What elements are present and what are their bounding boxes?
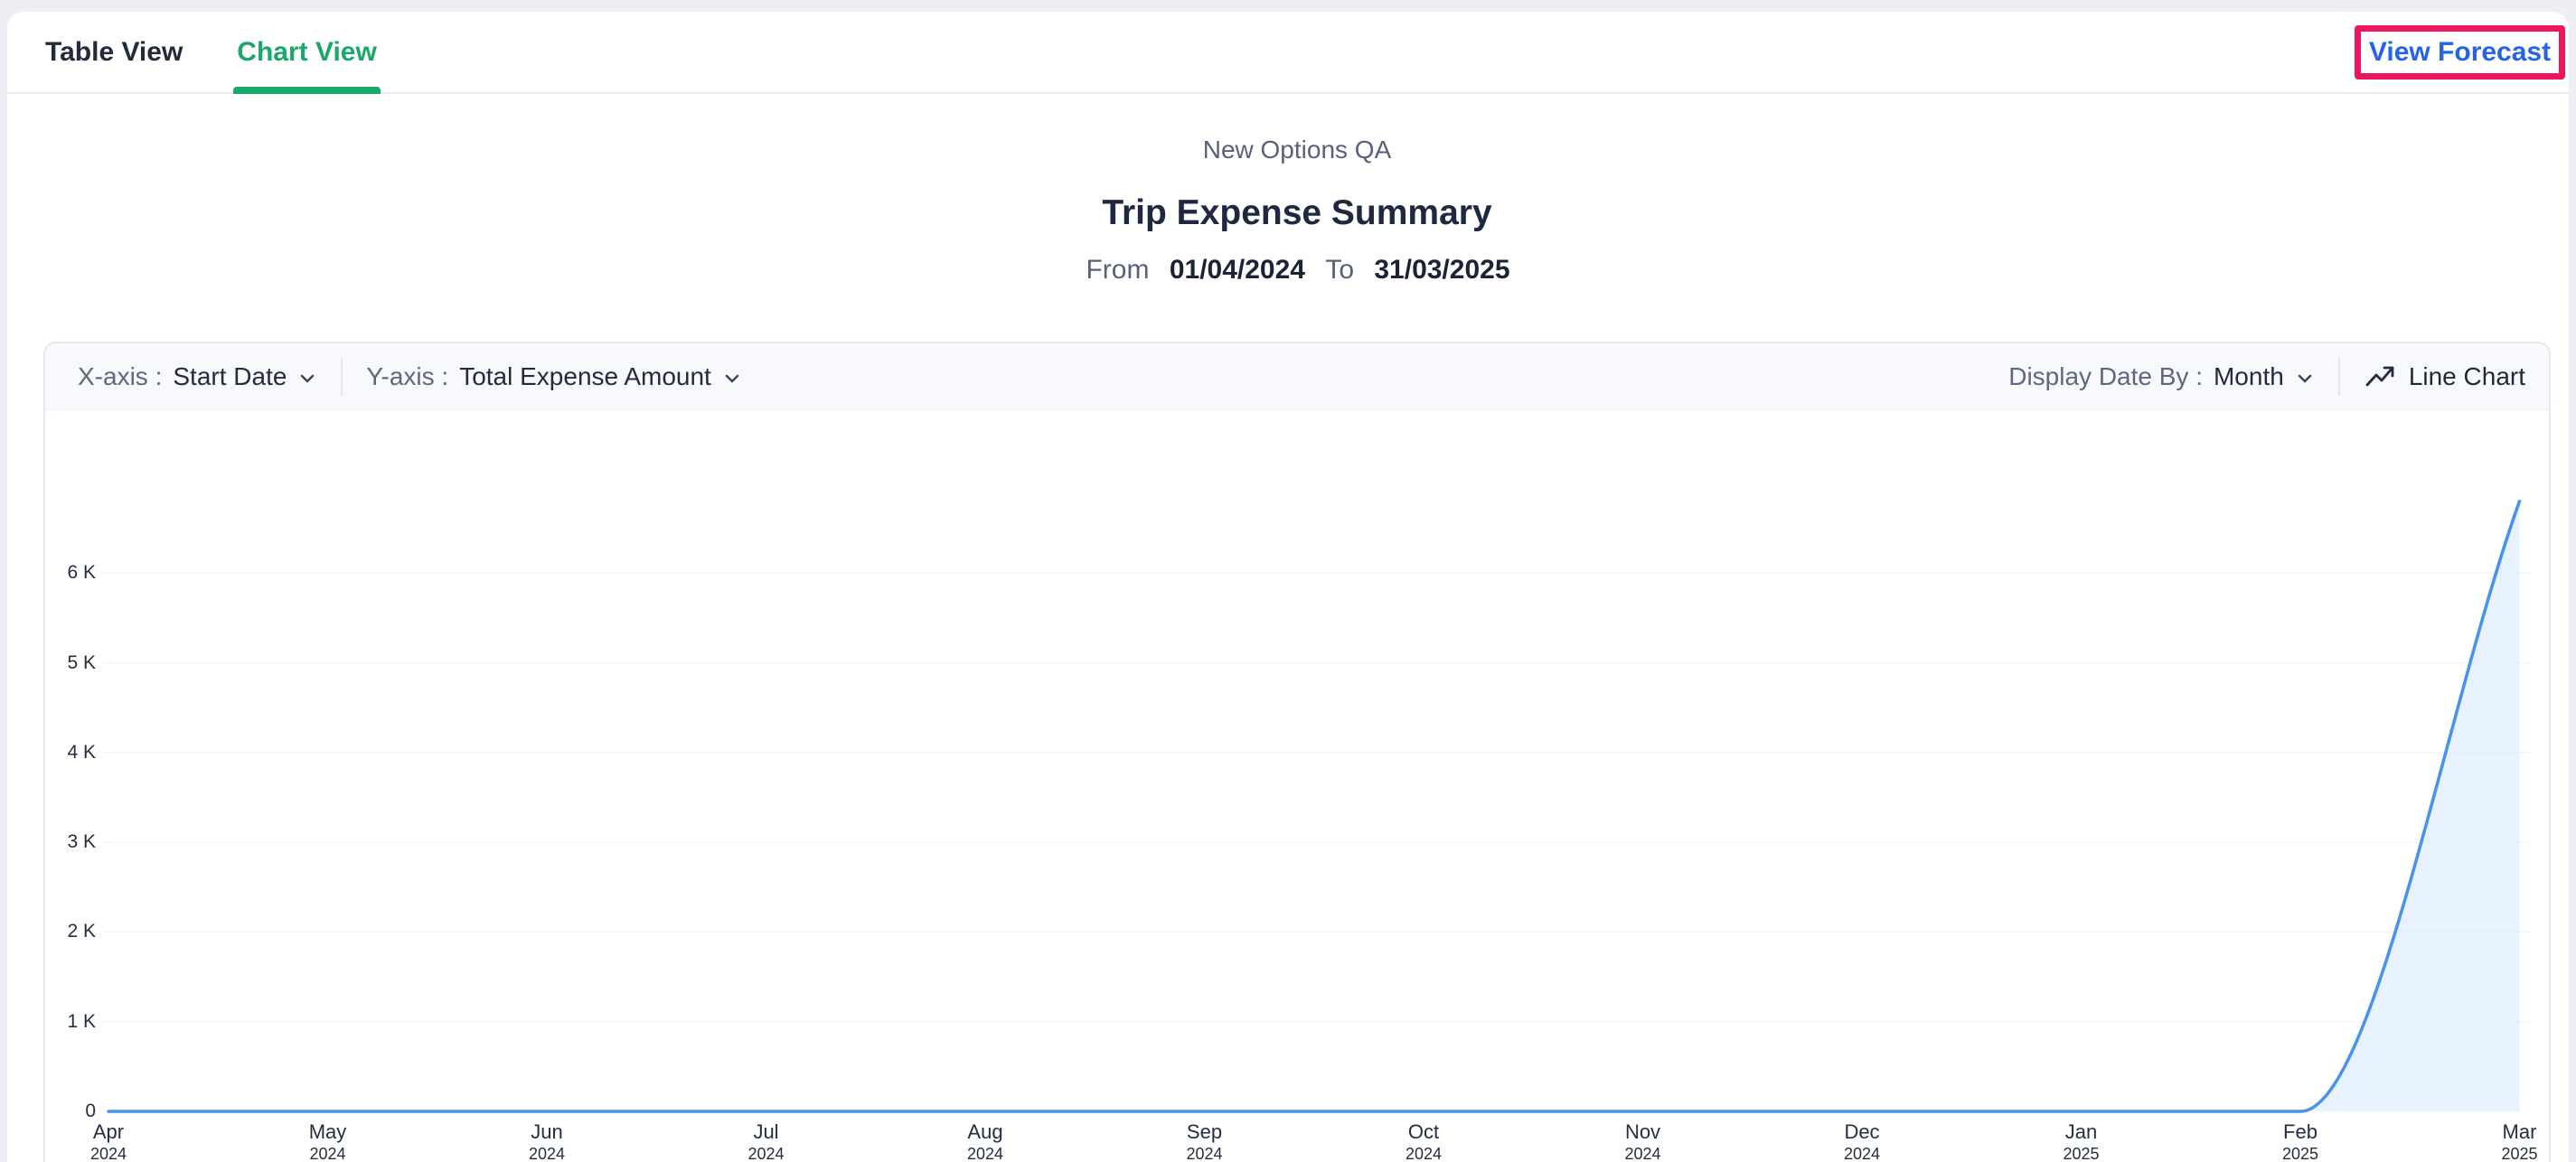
y-tick-label: 6 K [67, 562, 96, 584]
x-tick-label: Jul 2024 [694, 1120, 839, 1162]
display-date-by-label: Display Date By : [2008, 361, 2203, 390]
x-tick-label: May 2024 [256, 1120, 400, 1162]
x-tick-label: Nov 2024 [1571, 1120, 1716, 1162]
from-date-value: 01/04/2024 [1169, 255, 1305, 285]
chart-type-button[interactable]: Line Chart [2364, 361, 2525, 393]
month-label: Jun [531, 1120, 563, 1143]
y-axis-value: Total Expense Amount [459, 361, 711, 390]
y-tick-label: 3 K [67, 831, 96, 853]
chart-panel: X-axis : Start Date Y-axis : Total Expen… [43, 342, 2551, 1162]
chevron-down-icon [725, 374, 739, 382]
y-axis-selector[interactable]: Y-axis : Total Expense Amount [366, 362, 741, 391]
main-card: Table View Chart View View Forecast New … [7, 12, 2569, 1162]
x-axis-value: Start Date [173, 361, 287, 390]
x-axis-label: X-axis : [78, 361, 163, 390]
y-tick-label: 0 [85, 1101, 96, 1121]
series-area-fill [108, 501, 2520, 1111]
page-title: Trip Expense Summary [1102, 193, 1492, 232]
chart-canvas [103, 500, 2531, 1113]
year-label: 2025 [2063, 1145, 2100, 1162]
report-name-link[interactable]: New Options QA [1202, 136, 1392, 164]
x-tick-label: Sep 2024 [1133, 1120, 1277, 1162]
tab-table-view[interactable]: Table View [45, 36, 183, 67]
year-label: 2024 [966, 1145, 1004, 1162]
year-label: 2024 [309, 1145, 346, 1162]
chevron-down-icon [2298, 374, 2312, 382]
y-axis-label: Y-axis : [366, 361, 449, 390]
month-label: Sep [1186, 1120, 1223, 1143]
to-label: To [1325, 255, 1355, 285]
year-label: 2025 [2501, 1145, 2538, 1162]
tab-bar: Table View Chart View [7, 12, 2569, 94]
year-label: 2024 [747, 1145, 785, 1162]
report-header: New Options QA Trip Expense Summary From… [43, 136, 2551, 286]
x-tick-label: Feb 2025 [2228, 1120, 2373, 1162]
year-label: 2024 [1405, 1145, 1443, 1162]
year-label: 2024 [1843, 1145, 1881, 1162]
to-date-value: 31/03/2025 [1374, 255, 1510, 285]
view-forecast-button[interactable]: View Forecast [2368, 37, 2552, 67]
month-label: Jan [2064, 1120, 2098, 1143]
x-tick-label: Apr 2024 [36, 1120, 181, 1162]
display-date-by-selector[interactable]: Display Date By : Month [2008, 362, 2315, 391]
year-label: 2024 [89, 1145, 127, 1162]
month-label: Nov [1624, 1120, 1661, 1143]
year-label: 2024 [528, 1145, 566, 1162]
from-label: From [1086, 255, 1150, 285]
y-tick-label: 4 K [67, 741, 96, 763]
x-tick-label: Mar 2025 [2448, 1120, 2576, 1162]
x-tick-label: Oct 2024 [1351, 1120, 1496, 1162]
toolbar-divider [341, 357, 343, 396]
display-date-by-value: Month [2213, 361, 2284, 390]
year-label: 2024 [1624, 1145, 1661, 1162]
month-label: Jul [753, 1120, 779, 1143]
toolbar-divider [2337, 357, 2340, 396]
month-label: Apr [92, 1120, 125, 1143]
month-label: Aug [967, 1120, 1003, 1143]
month-label: Feb [2283, 1120, 2317, 1143]
month-label: May [308, 1120, 347, 1143]
chevron-down-icon [301, 374, 315, 382]
month-label: Dec [1844, 1120, 1880, 1143]
x-tick-label: Jan 2025 [2009, 1120, 2154, 1162]
month-label: Mar [2502, 1120, 2537, 1143]
chart-toolbar: X-axis : Start Date Y-axis : Total Expen… [45, 343, 2549, 410]
plot-area: 0 1 K 2 K 3 K 4 K 5 K 6 K Apr 2024 May 2024 Jun 2024… [45, 412, 2549, 1162]
year-label: 2024 [1186, 1145, 1223, 1162]
forecast-highlight-box: View Forecast [2355, 25, 2565, 80]
y-tick-label: 5 K [67, 651, 96, 673]
series-line [107, 500, 2522, 1113]
y-tick-label: 2 K [67, 921, 96, 942]
month-label: Oct [1407, 1120, 1440, 1143]
date-range: From 01/04/2024 To 31/03/2025 [43, 255, 2551, 286]
chart-type-label: Line Chart [2408, 361, 2525, 390]
year-label: 2025 [2281, 1145, 2319, 1162]
x-axis-selector[interactable]: X-axis : Start Date [78, 362, 317, 391]
x-tick-label: Dec 2024 [1790, 1120, 1934, 1162]
line-chart-icon [2365, 366, 2394, 386]
x-tick-label: Jun 2024 [475, 1120, 619, 1162]
tab-chart-view[interactable]: Chart View [233, 12, 381, 94]
y-tick-label: 1 K [67, 1010, 96, 1032]
x-tick-label: Aug 2024 [913, 1120, 1058, 1162]
